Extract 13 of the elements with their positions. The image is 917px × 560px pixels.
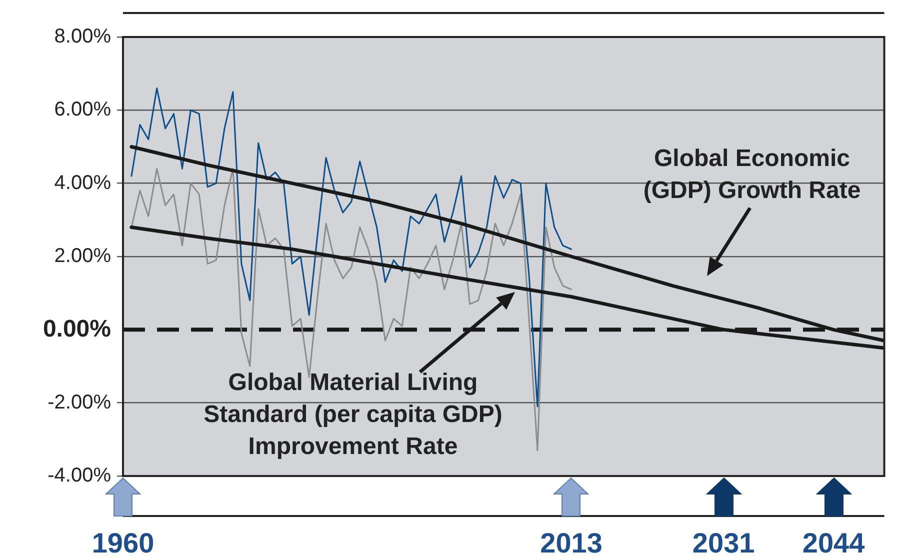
x-tick-label: 1960: [92, 528, 154, 559]
y-tick-label: 0.00%: [42, 315, 111, 342]
annotation: Global Economic (GDP) Growth Rate: [643, 144, 861, 206]
y-tick-label: 4.00%: [54, 172, 112, 194]
y-tick-label: 6.00%: [54, 98, 112, 121]
y-tick-label: 8.00%: [54, 26, 112, 48]
y-tick-label: 2.00%: [54, 245, 112, 268]
annotation: Global Material Living Standard (per capita GDP) Improvement Rate: [204, 368, 502, 462]
x-tick-label: 2031: [692, 528, 755, 559]
x-tick-label: 2013: [540, 528, 602, 559]
x-tick-label: 2044: [802, 528, 866, 559]
y-tick-label: -2.00%: [48, 391, 112, 414]
y-tick-label: -4.00%: [48, 464, 112, 487]
